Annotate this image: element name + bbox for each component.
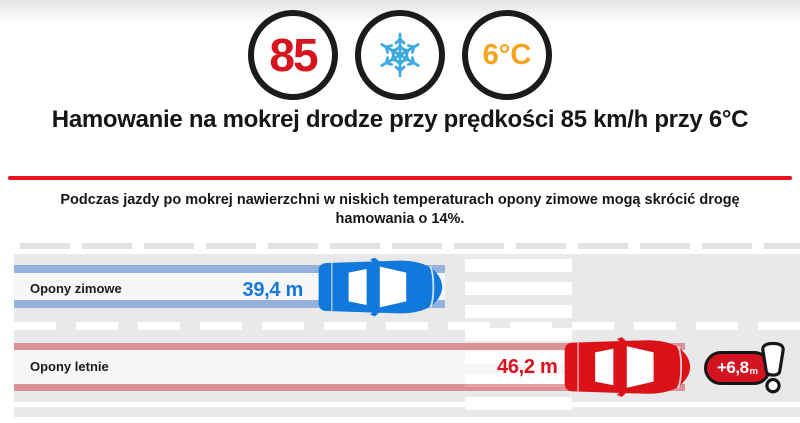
temperature-badge: 6°C: [462, 10, 552, 100]
summer-distance-value: 46,2 m: [497, 356, 558, 378]
difference-value: +6,8: [716, 358, 749, 377]
difference-unit: m: [749, 365, 758, 377]
page-title: Hamowanie na mokrej drodze przy prędkośc…: [51, 106, 749, 133]
road-edge-dashed-line: [20, 243, 800, 249]
winter-badge: [355, 10, 445, 100]
winter-lane-label: Opony zimowe: [30, 281, 122, 296]
subtitle: Podczas jazdy po mokrej nawierzchni w ni…: [60, 192, 740, 227]
badge-row: 85 6°C: [0, 10, 800, 100]
speed-value: 85: [269, 29, 318, 81]
speed-limit-badge: 85: [248, 10, 338, 100]
lane-divider-dashes: [14, 322, 800, 330]
summer-lane-label: Opony letnie: [30, 359, 109, 374]
exclamation-icon: [761, 341, 785, 394]
winter-distance-value: 39,4 m: [242, 279, 304, 301]
road-edge-line: [14, 402, 800, 407]
summer-car-icon: [564, 337, 691, 397]
red-divider: [8, 176, 792, 180]
temperature-value: 6°C: [482, 38, 532, 71]
snowflake-icon: [380, 32, 420, 78]
winter-car-icon: [318, 257, 443, 317]
